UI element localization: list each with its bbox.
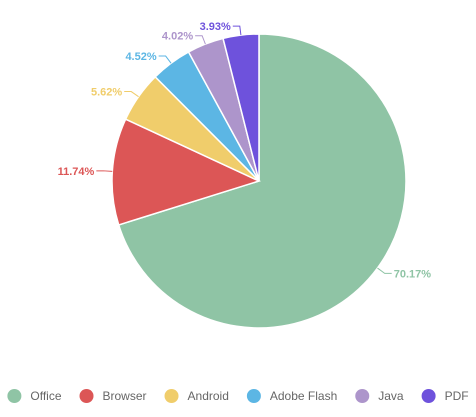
- legend-label-office: Office: [30, 389, 61, 403]
- legend-swatch-android: [164, 389, 179, 403]
- leader-line-android: [124, 91, 139, 98]
- legend-swatch-office: [7, 389, 22, 403]
- data-label-browser: 11.74%: [58, 166, 95, 178]
- legend-item-pdf[interactable]: PDF: [421, 389, 469, 403]
- legend-label-adobe-flash: Adobe Flash: [270, 389, 337, 403]
- legend-item-android[interactable]: Android: [164, 389, 229, 403]
- leader-line-java: [195, 35, 206, 45]
- pie-slice-office: [117, 33, 407, 329]
- legend-item-java[interactable]: Java: [355, 389, 404, 403]
- leader-line-pdf: [232, 25, 242, 36]
- leader-line-adobe-flash: [158, 55, 172, 64]
- leader-line-office: [377, 267, 392, 274]
- leader-line-browser: [96, 170, 113, 172]
- data-label-office: 70.17%: [394, 268, 432, 280]
- legend-label-java: Java: [378, 389, 404, 403]
- legend-label-android: Android: [188, 389, 229, 403]
- legend-swatch-java: [355, 389, 370, 403]
- legend-label-browser: Browser: [103, 389, 147, 403]
- legend-swatch-adobe-flash: [246, 389, 261, 403]
- legend-item-office[interactable]: Office: [7, 389, 62, 403]
- legend-label-pdf: PDF: [445, 389, 469, 403]
- pie-data-labels: 70.17% 11.74% 5.62% 4.52% 4.02% 3.93%: [58, 21, 432, 280]
- pie-slices: [111, 33, 407, 329]
- data-label-java: 4.02%: [162, 31, 193, 43]
- legend-item-adobe-flash[interactable]: Adobe Flash: [246, 389, 337, 403]
- legend-swatch-browser: [79, 389, 94, 403]
- pie-slice-browser: [111, 118, 262, 226]
- legend-item-browser[interactable]: Browser: [79, 389, 147, 403]
- legend: Office Browser Android Adobe Flash Java PDF: [7, 389, 469, 403]
- data-label-pdf: 3.93%: [200, 21, 231, 33]
- legend-swatch-pdf: [421, 389, 436, 403]
- pie-leader-lines: [96, 25, 392, 274]
- data-label-adobe-flash: 4.52%: [125, 51, 156, 63]
- data-label-android: 5.62%: [91, 87, 122, 99]
